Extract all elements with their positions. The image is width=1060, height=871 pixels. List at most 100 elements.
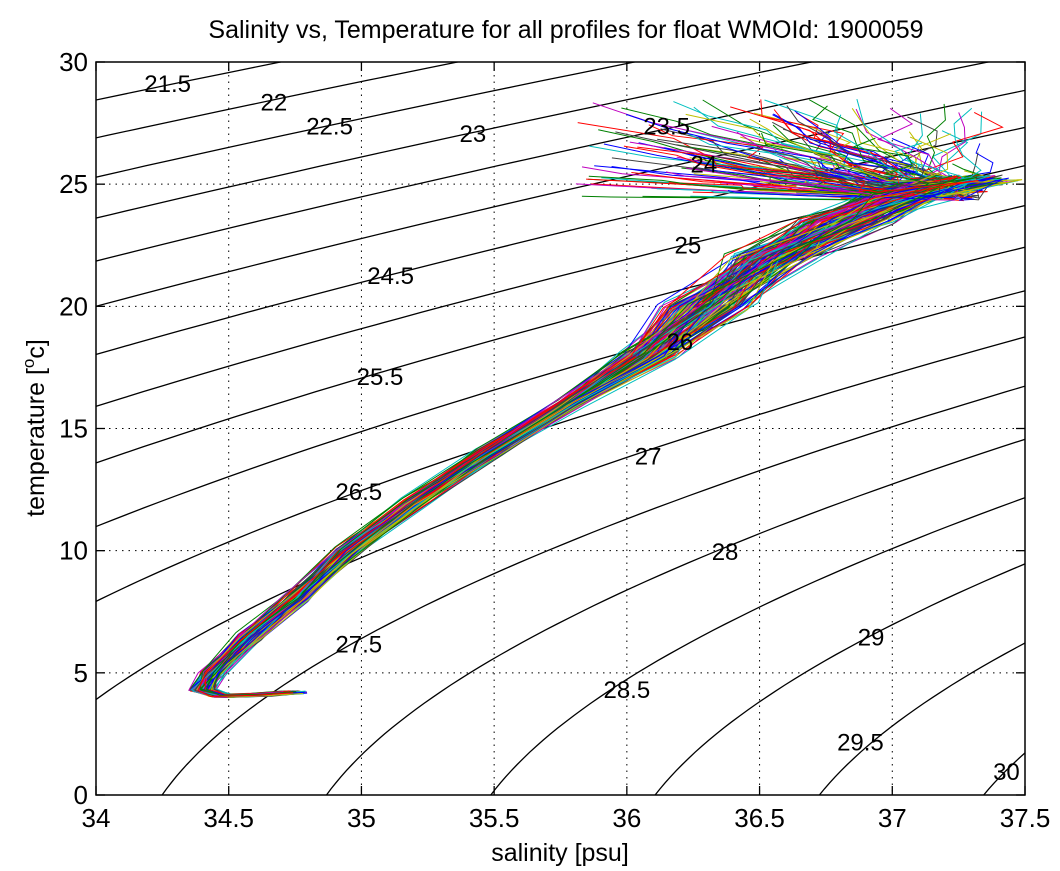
density-contour-line xyxy=(982,752,1025,795)
profile-line xyxy=(211,175,969,696)
profile-line xyxy=(208,155,1000,698)
profile-line xyxy=(206,157,982,698)
density-contour-line xyxy=(96,62,638,178)
profile-line xyxy=(190,142,976,697)
profile-line xyxy=(210,178,970,697)
contour-label: 21.5 xyxy=(144,71,191,98)
profile-line xyxy=(198,152,982,696)
contour-label: 22.5 xyxy=(306,114,353,141)
profile-line xyxy=(203,180,974,698)
profile-line xyxy=(207,166,995,696)
contour-label: 27 xyxy=(635,444,662,471)
profile-line xyxy=(190,163,980,697)
y-tick-label: 25 xyxy=(59,169,88,199)
contour-label: 28 xyxy=(712,539,739,566)
y-tick-label: 30 xyxy=(59,47,88,77)
profile-line xyxy=(201,178,959,697)
x-tick-label: 34.5 xyxy=(203,803,254,833)
contour-label: 26 xyxy=(667,329,694,356)
profile-line xyxy=(205,166,986,698)
y-tick-label: 0 xyxy=(74,780,88,810)
profile-line xyxy=(195,178,977,698)
profile-line xyxy=(190,165,947,696)
profile-line xyxy=(205,177,963,697)
contour-labels: 21.5 22 22.5 23 23.524 24.5 25 25.5 26 26.5 27 27.5… xyxy=(144,71,1019,786)
profile-line xyxy=(189,174,1003,696)
profile-line xyxy=(203,175,946,696)
profile-line xyxy=(207,173,964,697)
profile-line xyxy=(206,179,1004,697)
profile-line xyxy=(195,178,992,697)
contour-label: 27.5 xyxy=(335,632,382,659)
profile-line xyxy=(206,178,1003,697)
x-tick-label: 34 xyxy=(82,803,111,833)
profile-line xyxy=(203,157,981,697)
profile-line xyxy=(195,181,963,698)
contour-label: 24.5 xyxy=(367,263,414,290)
profile-line xyxy=(194,131,952,698)
profile-line xyxy=(196,147,977,697)
chart-title: Salinity vs, Temperature for all profile… xyxy=(208,16,923,44)
density-contour-line xyxy=(96,336,1025,701)
y-axis-title-superscript: o xyxy=(19,359,38,368)
profile-line xyxy=(197,146,979,698)
profile-line xyxy=(207,157,997,698)
profile-line xyxy=(200,178,960,698)
contour-label: 30 xyxy=(993,759,1020,786)
density-contour-line xyxy=(96,204,1025,464)
profile-line xyxy=(203,181,979,698)
contour-label: 26.5 xyxy=(335,479,382,506)
profile-line xyxy=(215,114,991,696)
profile-line xyxy=(189,161,962,696)
y-tick-label: 20 xyxy=(59,291,88,321)
profile-line xyxy=(203,177,980,698)
contour-label: 22 xyxy=(260,89,287,116)
profile-line xyxy=(210,118,1007,698)
density-contour-line xyxy=(96,290,1025,603)
y-tick-label: 10 xyxy=(59,536,88,566)
x-axis-title: salinity [psu] xyxy=(491,839,629,867)
y-tick-label: 5 xyxy=(74,658,88,688)
profile-line xyxy=(189,182,955,698)
contour-label: 24 xyxy=(690,152,717,179)
profile-line xyxy=(203,176,991,696)
density-contour-line xyxy=(96,62,815,219)
profile-line xyxy=(206,177,1005,698)
profile-line xyxy=(199,147,990,696)
density-contour-line xyxy=(654,563,1025,795)
contour-label: 25.5 xyxy=(357,364,404,391)
profile-line xyxy=(198,175,988,696)
contour-label: 23.5 xyxy=(643,114,690,141)
y-axis-title: temperature [oc] xyxy=(19,339,50,517)
x-tick-label: 36.5 xyxy=(734,803,785,833)
density-contour-line xyxy=(325,438,1025,795)
contour-label: 29 xyxy=(858,624,885,651)
profile-lines xyxy=(188,98,1023,699)
profile-line xyxy=(207,107,982,698)
contour-label: 28.5 xyxy=(603,677,650,704)
contour-label: 23 xyxy=(460,121,487,148)
profile-line xyxy=(189,178,971,697)
profile-line xyxy=(205,137,978,696)
profile-line xyxy=(188,180,954,698)
density-contour-line xyxy=(96,246,1025,528)
density-contour-line xyxy=(161,385,1025,795)
profile-line xyxy=(201,175,997,696)
profile-line xyxy=(210,178,981,697)
profile-line xyxy=(198,176,971,697)
x-tick-label: 36 xyxy=(612,803,641,833)
profile-line xyxy=(196,181,973,698)
profile-line xyxy=(195,171,939,698)
axis-ticks: 34 34.5 35 35.5 36 36.5 37 37.5 0 5 10 15 20 25 30 xyxy=(59,47,1050,833)
profile-line xyxy=(198,161,974,698)
x-tick-label: 35 xyxy=(347,803,376,833)
x-tick-label: 37 xyxy=(878,803,907,833)
profile-line xyxy=(199,175,958,697)
y-axis-title-end: c] xyxy=(22,339,50,358)
contour-label: 25 xyxy=(675,232,702,259)
density-contour-line xyxy=(489,497,1025,795)
density-contour-line xyxy=(818,642,1025,795)
profile-line xyxy=(200,178,994,697)
contour-label: 29.5 xyxy=(837,729,884,756)
